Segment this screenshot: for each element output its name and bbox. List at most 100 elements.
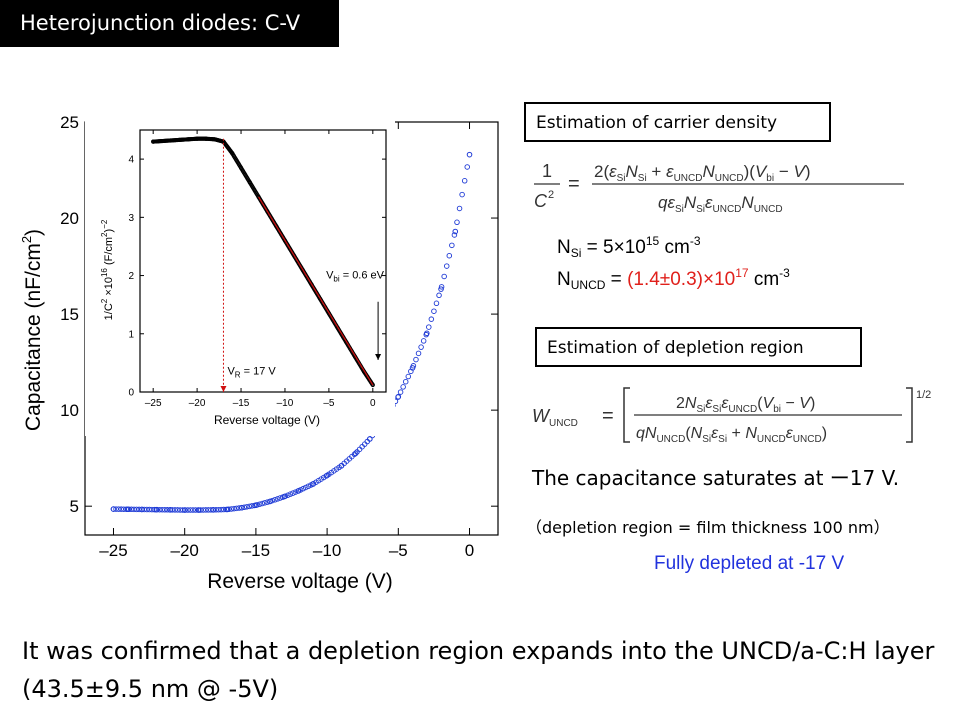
- x-tick-label: –15: [233, 398, 250, 409]
- data-point-fill: [115, 506, 122, 512]
- data-point-fill: [451, 232, 458, 238]
- data-point-fill: [146, 506, 153, 513]
- data-point-fill: [200, 507, 206, 513]
- vbi-label: Vbi = 0.6 eV: [326, 269, 385, 283]
- svg-text:WUNCD: WUNCD: [532, 406, 578, 429]
- depletion-region-box: Estimation of depletion region: [535, 327, 862, 367]
- svg-text:1: 1: [542, 161, 552, 181]
- data-point-fill: [149, 506, 155, 513]
- data-point-fill: [274, 496, 281, 502]
- data-point-fill: [123, 506, 130, 512]
- data-point-fill: [292, 489, 299, 495]
- data-point-fill: [174, 507, 181, 513]
- inset-plot-frame: [139, 129, 387, 393]
- data-point-fill: [151, 506, 158, 513]
- main-x-axis-label: Reverse voltage (V): [207, 570, 393, 593]
- data-point-fill: [254, 502, 260, 508]
- x-tick-label: –5: [389, 541, 408, 560]
- inset-annotations: VR = 17 V Vbi = 0.6 eV: [220, 138, 385, 392]
- data-point-fill: [446, 252, 453, 259]
- x-tick-label: –20: [189, 398, 206, 409]
- y-tick-label: 0: [128, 388, 134, 399]
- data-point-fill: [256, 501, 263, 507]
- data-point-fill: [405, 373, 412, 380]
- data-point-fill: [223, 506, 230, 513]
- conclusion-text: It was confirmed that a depletion region…: [22, 637, 935, 703]
- data-point-fill: [459, 191, 465, 198]
- data-point-fill: [218, 506, 224, 513]
- data-point-fill: [136, 506, 142, 513]
- data-point-fill: [305, 483, 312, 489]
- data-point-fill: [443, 263, 450, 269]
- x-tick-label: –25: [99, 541, 127, 560]
- y-tick-label: 1: [128, 329, 134, 340]
- data-point-fill: [259, 500, 265, 507]
- data-point-fill: [164, 507, 171, 513]
- y-tick-label: 2: [128, 271, 134, 282]
- data-point-fill: [441, 273, 447, 280]
- data-point-fill: [144, 506, 150, 513]
- data-point-fill: [413, 356, 419, 363]
- y-tick-label: 10: [60, 401, 79, 420]
- data-point-fill: [295, 488, 301, 494]
- data-point-fill: [464, 164, 470, 170]
- data-point-fill: [423, 331, 429, 338]
- data-point-fill: [226, 506, 232, 513]
- data-point-fill: [159, 506, 165, 513]
- y-tick-label: 3: [128, 213, 134, 224]
- data-point-fill: [279, 494, 286, 500]
- data-point-fill: [208, 507, 214, 513]
- data-point-fill: [182, 507, 189, 513]
- inset-ticks: –25 –20 –15 –10 –5 0 0 1 2 3 4: [128, 130, 386, 409]
- x-tick-label: –5: [323, 398, 335, 409]
- data-point-fill: [246, 503, 253, 510]
- data-point-fill: [300, 485, 306, 492]
- data-point-fill: [285, 492, 291, 498]
- inset-background: [85, 120, 395, 436]
- svg-text:C: C: [534, 191, 548, 211]
- data-point-fill: [297, 487, 304, 493]
- svg-text:qNUNCD(NSiεSi + NUNCDεUNCD): qNUNCD(NSiεSi + NUNCDεUNCD): [636, 425, 827, 445]
- data-point-fill: [251, 502, 258, 509]
- svg-text:2NSiεSiεUNCD(Vbi − V): 2NSiεSiεUNCD(Vbi − V): [676, 395, 815, 415]
- data-point-fill: [210, 507, 217, 513]
- data-point-fill: [203, 507, 209, 513]
- nsi-value: NSi = 5×1015 cm-3: [557, 234, 701, 260]
- data-point-fill: [215, 506, 222, 513]
- depletion-width-formula: WUNCD = 2NSiεSiεUNCD(Vbi − V) qNUNCD(NSi…: [532, 387, 931, 445]
- data-point-fill: [192, 507, 199, 513]
- data-point-fill: [269, 497, 276, 504]
- svg-text:1/2: 1/2: [916, 389, 931, 401]
- data-point-fill: [287, 491, 294, 497]
- x-tick-label: –10: [313, 541, 341, 560]
- data-point-fill: [213, 507, 219, 513]
- saturation-note: The capacitance saturates at ー17 V.: [532, 466, 900, 490]
- nuncd-value: NUNCD = (1.4±0.3)×1017 cm-3: [557, 266, 790, 292]
- data-point-fill: [190, 507, 196, 513]
- data-point: [452, 228, 459, 235]
- data-point-fill: [195, 507, 201, 513]
- data-point-fill: [167, 507, 173, 513]
- data-point-fill: [428, 316, 435, 322]
- data-point-fill: [267, 498, 273, 505]
- x-tick-label: 0: [465, 541, 474, 560]
- inset-x-axis-label: Reverse voltage (V): [214, 413, 320, 427]
- data-point-fill: [172, 507, 178, 513]
- data-point-fill: [456, 205, 463, 212]
- x-tick-label: 0: [370, 398, 376, 409]
- data-point-fill: [415, 350, 422, 357]
- data-point-fill: [231, 505, 237, 512]
- data-point-fill: [367, 436, 373, 442]
- x-tick-label: –15: [242, 541, 270, 560]
- data-point-fill: [261, 500, 268, 506]
- data-point-fill: [120, 506, 127, 512]
- y-tick-label: 4: [128, 155, 134, 166]
- data-point-fill: [238, 504, 245, 511]
- inset-series: [151, 136, 375, 388]
- vbi-arrow-head: [375, 353, 382, 360]
- data-point-fill: [177, 507, 183, 513]
- data-point-fill: [249, 503, 255, 509]
- svg-text:=: =: [602, 405, 614, 427]
